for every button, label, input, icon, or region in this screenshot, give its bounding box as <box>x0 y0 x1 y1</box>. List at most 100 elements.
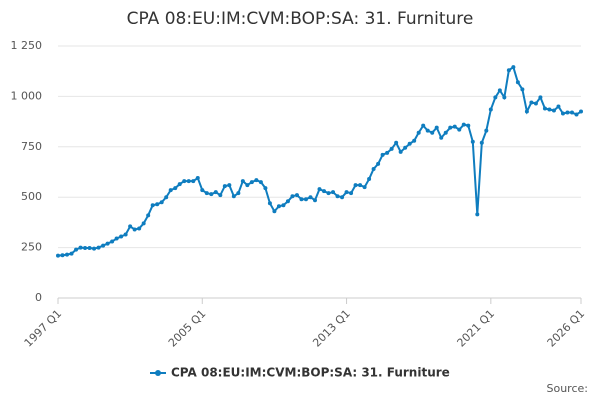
data-point <box>322 189 327 194</box>
data-point <box>565 110 570 115</box>
data-point <box>164 195 169 200</box>
data-point <box>78 245 83 250</box>
data-point <box>195 176 200 181</box>
data-point <box>362 185 367 190</box>
data-point <box>245 183 250 188</box>
data-point <box>421 123 426 128</box>
data-point <box>443 130 448 135</box>
data-point <box>236 191 241 196</box>
data-point <box>412 138 417 143</box>
data-point <box>574 112 579 117</box>
data-point <box>353 183 358 188</box>
data-point <box>87 246 92 251</box>
x-tick-label: 2005 Q1 <box>166 307 209 350</box>
data-point <box>358 183 363 188</box>
data-point <box>533 101 538 106</box>
data-point <box>502 95 507 100</box>
data-point <box>65 252 70 257</box>
chart-title: CPA 08:EU:IM:CVM:BOP:SA: 31. Furniture <box>127 9 474 29</box>
data-point <box>240 179 245 184</box>
data-point <box>493 95 498 100</box>
data-line <box>57 65 582 257</box>
data-point <box>168 188 173 193</box>
data-point <box>407 141 412 146</box>
data-point <box>371 166 376 171</box>
data-point <box>281 203 286 208</box>
y-tick-label: 500 <box>21 190 42 203</box>
data-point <box>340 195 345 200</box>
data-point <box>132 227 137 232</box>
data-point <box>529 100 534 105</box>
data-point <box>258 180 263 185</box>
data-point <box>524 109 529 114</box>
data-point <box>294 193 299 198</box>
data-point <box>285 199 290 204</box>
data-point <box>470 139 475 144</box>
data-point <box>439 135 444 140</box>
legend-label: CPA 08:EU:IM:CVM:BOP:SA: 31. Furniture <box>171 366 450 380</box>
data-point <box>560 111 565 116</box>
data-point <box>376 161 381 166</box>
y-tick-label: 250 <box>21 241 42 254</box>
data-point <box>425 128 430 133</box>
legend-marker <box>155 370 161 376</box>
data-point <box>227 183 232 188</box>
data-point <box>263 186 268 191</box>
data-point <box>312 198 317 203</box>
data-point <box>484 128 489 133</box>
y-tick-label: 1 250 <box>11 39 43 52</box>
data-point <box>272 209 277 214</box>
data-point <box>267 201 272 206</box>
data-point <box>556 104 561 109</box>
data-point <box>547 107 552 112</box>
data-point <box>83 246 88 251</box>
data-point <box>173 186 178 191</box>
data-point <box>200 188 205 193</box>
data-point <box>105 241 110 246</box>
data-point <box>231 194 236 199</box>
data-point <box>96 245 101 250</box>
data-point <box>506 68 511 73</box>
data-point <box>299 197 304 202</box>
data-point <box>141 221 146 226</box>
data-point <box>416 130 421 135</box>
data-point <box>254 178 259 183</box>
data-point <box>290 194 295 199</box>
data-point <box>475 212 480 217</box>
data-point <box>335 194 340 199</box>
data-point <box>155 202 160 207</box>
data-point <box>60 253 65 258</box>
data-point <box>222 184 227 189</box>
data-point <box>367 177 372 182</box>
x-tick-label: 2013 Q1 <box>310 307 353 350</box>
data-point <box>249 180 254 185</box>
data-point <box>389 146 394 151</box>
data-point <box>69 251 74 256</box>
data-point <box>146 213 151 218</box>
data-point <box>434 125 439 130</box>
data-point <box>186 179 191 184</box>
data-point <box>511 65 516 70</box>
data-point <box>457 127 462 132</box>
x-tick-label: 1997 Q1 <box>22 307 65 350</box>
data-point <box>569 110 574 115</box>
data-point <box>461 122 466 127</box>
y-tick-label: 750 <box>21 140 42 153</box>
data-point <box>150 203 155 208</box>
data-point <box>488 107 493 112</box>
data-point <box>515 80 520 85</box>
data-point <box>177 182 182 187</box>
data-point <box>520 87 525 92</box>
data-point <box>110 239 115 244</box>
data-point <box>137 226 142 231</box>
source: Source: <box>547 382 589 395</box>
data-point <box>213 190 218 195</box>
data-point <box>92 246 97 251</box>
data-point <box>551 108 556 113</box>
data-point <box>326 191 331 196</box>
data-point <box>74 247 79 252</box>
data-point <box>466 123 471 128</box>
data-point <box>182 179 187 184</box>
y-tick-label: 1 000 <box>11 89 43 102</box>
